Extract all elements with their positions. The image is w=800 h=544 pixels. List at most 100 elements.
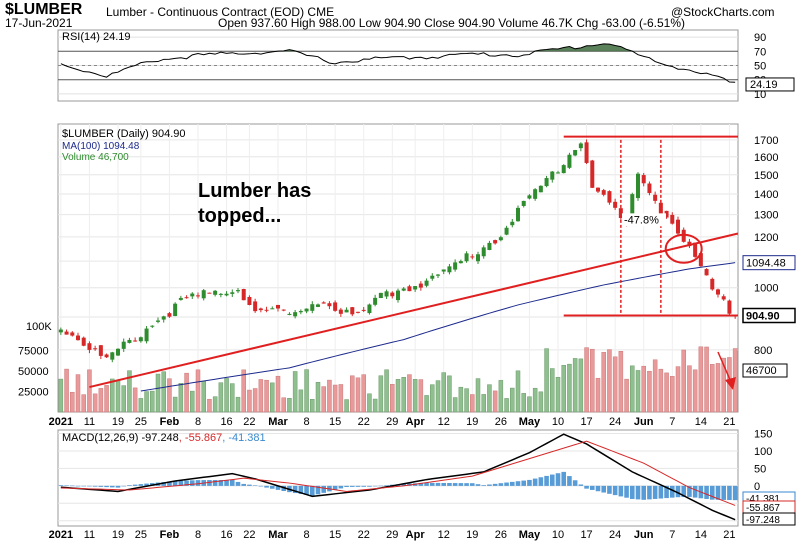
macd-x-tick-label: 11: [84, 529, 95, 541]
ma-legend: MA(100) 1094.48: [62, 141, 140, 152]
volume-tick-label: 25000: [18, 387, 49, 399]
volume-bar: [201, 380, 206, 413]
candle-body: [156, 320, 160, 322]
x-tick-label: 8: [304, 416, 310, 428]
volume-bar: [704, 346, 709, 413]
macd-histogram-bar: [115, 485, 121, 488]
macd-histogram-bar: [652, 485, 658, 499]
candle-body: [396, 290, 400, 301]
signal-legend-value: , -55.867: [179, 432, 222, 444]
macd-histogram-bar: [138, 484, 144, 486]
x-tick-label: 19: [112, 416, 124, 428]
candle-body: [613, 201, 618, 208]
price-tick-label: 800: [754, 345, 772, 357]
macd-histogram-bar: [195, 480, 201, 486]
candle-body: [573, 150, 578, 156]
candle-body: [356, 311, 360, 313]
candle-body: [213, 290, 218, 295]
candle-body: [178, 297, 183, 300]
candle-body: [224, 293, 229, 296]
macd-histogram-bar: [247, 484, 252, 486]
candle-body: [658, 202, 663, 214]
candle-body: [487, 242, 492, 250]
macd-histogram-bar: [350, 485, 355, 487]
price-tick-label: 1500: [754, 170, 778, 182]
volume-bar: [207, 398, 212, 413]
candle-body: [184, 297, 189, 299]
rsi-overbought-fill: [60, 43, 736, 52]
x-tick-label: 8: [195, 416, 201, 428]
macd-x-tick-label: 19: [112, 529, 124, 541]
candle-body: [538, 185, 543, 193]
volume-bar: [470, 394, 475, 413]
candle-body: [127, 339, 132, 343]
macd-histogram-bar: [687, 485, 692, 497]
x-tick-label: May: [519, 416, 541, 428]
volume-bar: [687, 365, 692, 413]
volume-bar: [104, 385, 109, 413]
volume-bar: [538, 391, 544, 413]
candle-body: [698, 253, 703, 267]
macd-x-tick-label: 8: [304, 529, 310, 541]
candle-body: [447, 266, 452, 273]
volume-bar: [647, 370, 652, 413]
macd-histogram-bar: [710, 485, 715, 500]
candle-body: [687, 241, 692, 247]
macd-histogram-bar: [338, 485, 344, 489]
volume-bar: [310, 399, 315, 413]
candle-body: [144, 328, 149, 342]
volume-bar: [635, 370, 641, 413]
candle-body: [561, 165, 566, 174]
volume-bar: [412, 379, 418, 413]
candle-body: [498, 237, 503, 241]
volume-bar: [652, 359, 658, 413]
volume-bar: [670, 376, 675, 413]
macd-histogram-bar: [487, 484, 492, 486]
macd-x-tick-label: 26: [495, 529, 507, 541]
volume-bar: [332, 384, 338, 413]
price-frame: [57, 123, 739, 413]
chart-description: Lumber - Continuous Contract (EOD) CME: [106, 5, 335, 19]
macd-histogram-bar: [561, 471, 566, 486]
candle-body: [727, 300, 732, 314]
candle-body: [304, 308, 309, 312]
macd-histogram-bar: [441, 482, 446, 486]
macd-line: [60, 433, 736, 521]
volume-bar: [218, 382, 224, 413]
macd-histogram-bar: [498, 483, 504, 486]
macd-histogram-bar: [75, 485, 81, 487]
volume-last-label: 46700: [746, 365, 777, 377]
price-tick-label: 1600: [754, 152, 778, 164]
macd-x-tick-label: 17: [580, 529, 592, 541]
candle-body: [436, 274, 440, 276]
macd-histogram-bar: [590, 485, 595, 490]
candle-body: [704, 269, 709, 276]
macd-histogram-bar: [550, 474, 555, 486]
macd-tick-label: 0: [754, 481, 760, 493]
ma-last-box: [742, 255, 796, 271]
price-legend: $LUMBER (Daily) 904.90: [62, 128, 186, 140]
candle-body: [201, 290, 206, 299]
candle-body: [316, 304, 320, 307]
macd-histogram-bar: [447, 483, 452, 486]
volume-bar: [304, 369, 309, 413]
volume-bar: [618, 351, 624, 413]
volume-bar: [178, 383, 184, 413]
macd-histogram-bar: [504, 482, 509, 486]
macd-histogram-bar: [521, 480, 526, 486]
volume-bar: [338, 384, 344, 413]
candle-body: [424, 280, 429, 286]
macd-histogram-bar: [492, 483, 498, 486]
candle-body: [590, 160, 595, 188]
candle-body: [664, 210, 669, 218]
candle-body: [476, 254, 480, 262]
candle-body: [104, 354, 109, 358]
macd-histogram-bar: [584, 485, 589, 489]
volume-bar: [224, 378, 229, 413]
macd-x-tick-label: 14: [695, 529, 707, 541]
volume-bar: [70, 391, 75, 413]
price-panel: 1700160015001400130012001100100090080075…: [18, 123, 796, 541]
annotation-text-line1: Lumber has: [198, 180, 311, 202]
macd-histogram-bar: [481, 485, 486, 486]
